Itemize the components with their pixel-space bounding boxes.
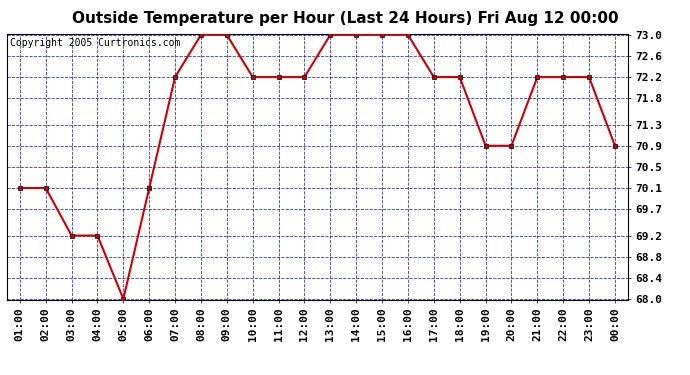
Text: Outside Temperature per Hour (Last 24 Hours) Fri Aug 12 00:00: Outside Temperature per Hour (Last 24 Ho… bbox=[72, 11, 618, 26]
Text: Copyright 2005 Curtronics.com: Copyright 2005 Curtronics.com bbox=[10, 38, 180, 48]
